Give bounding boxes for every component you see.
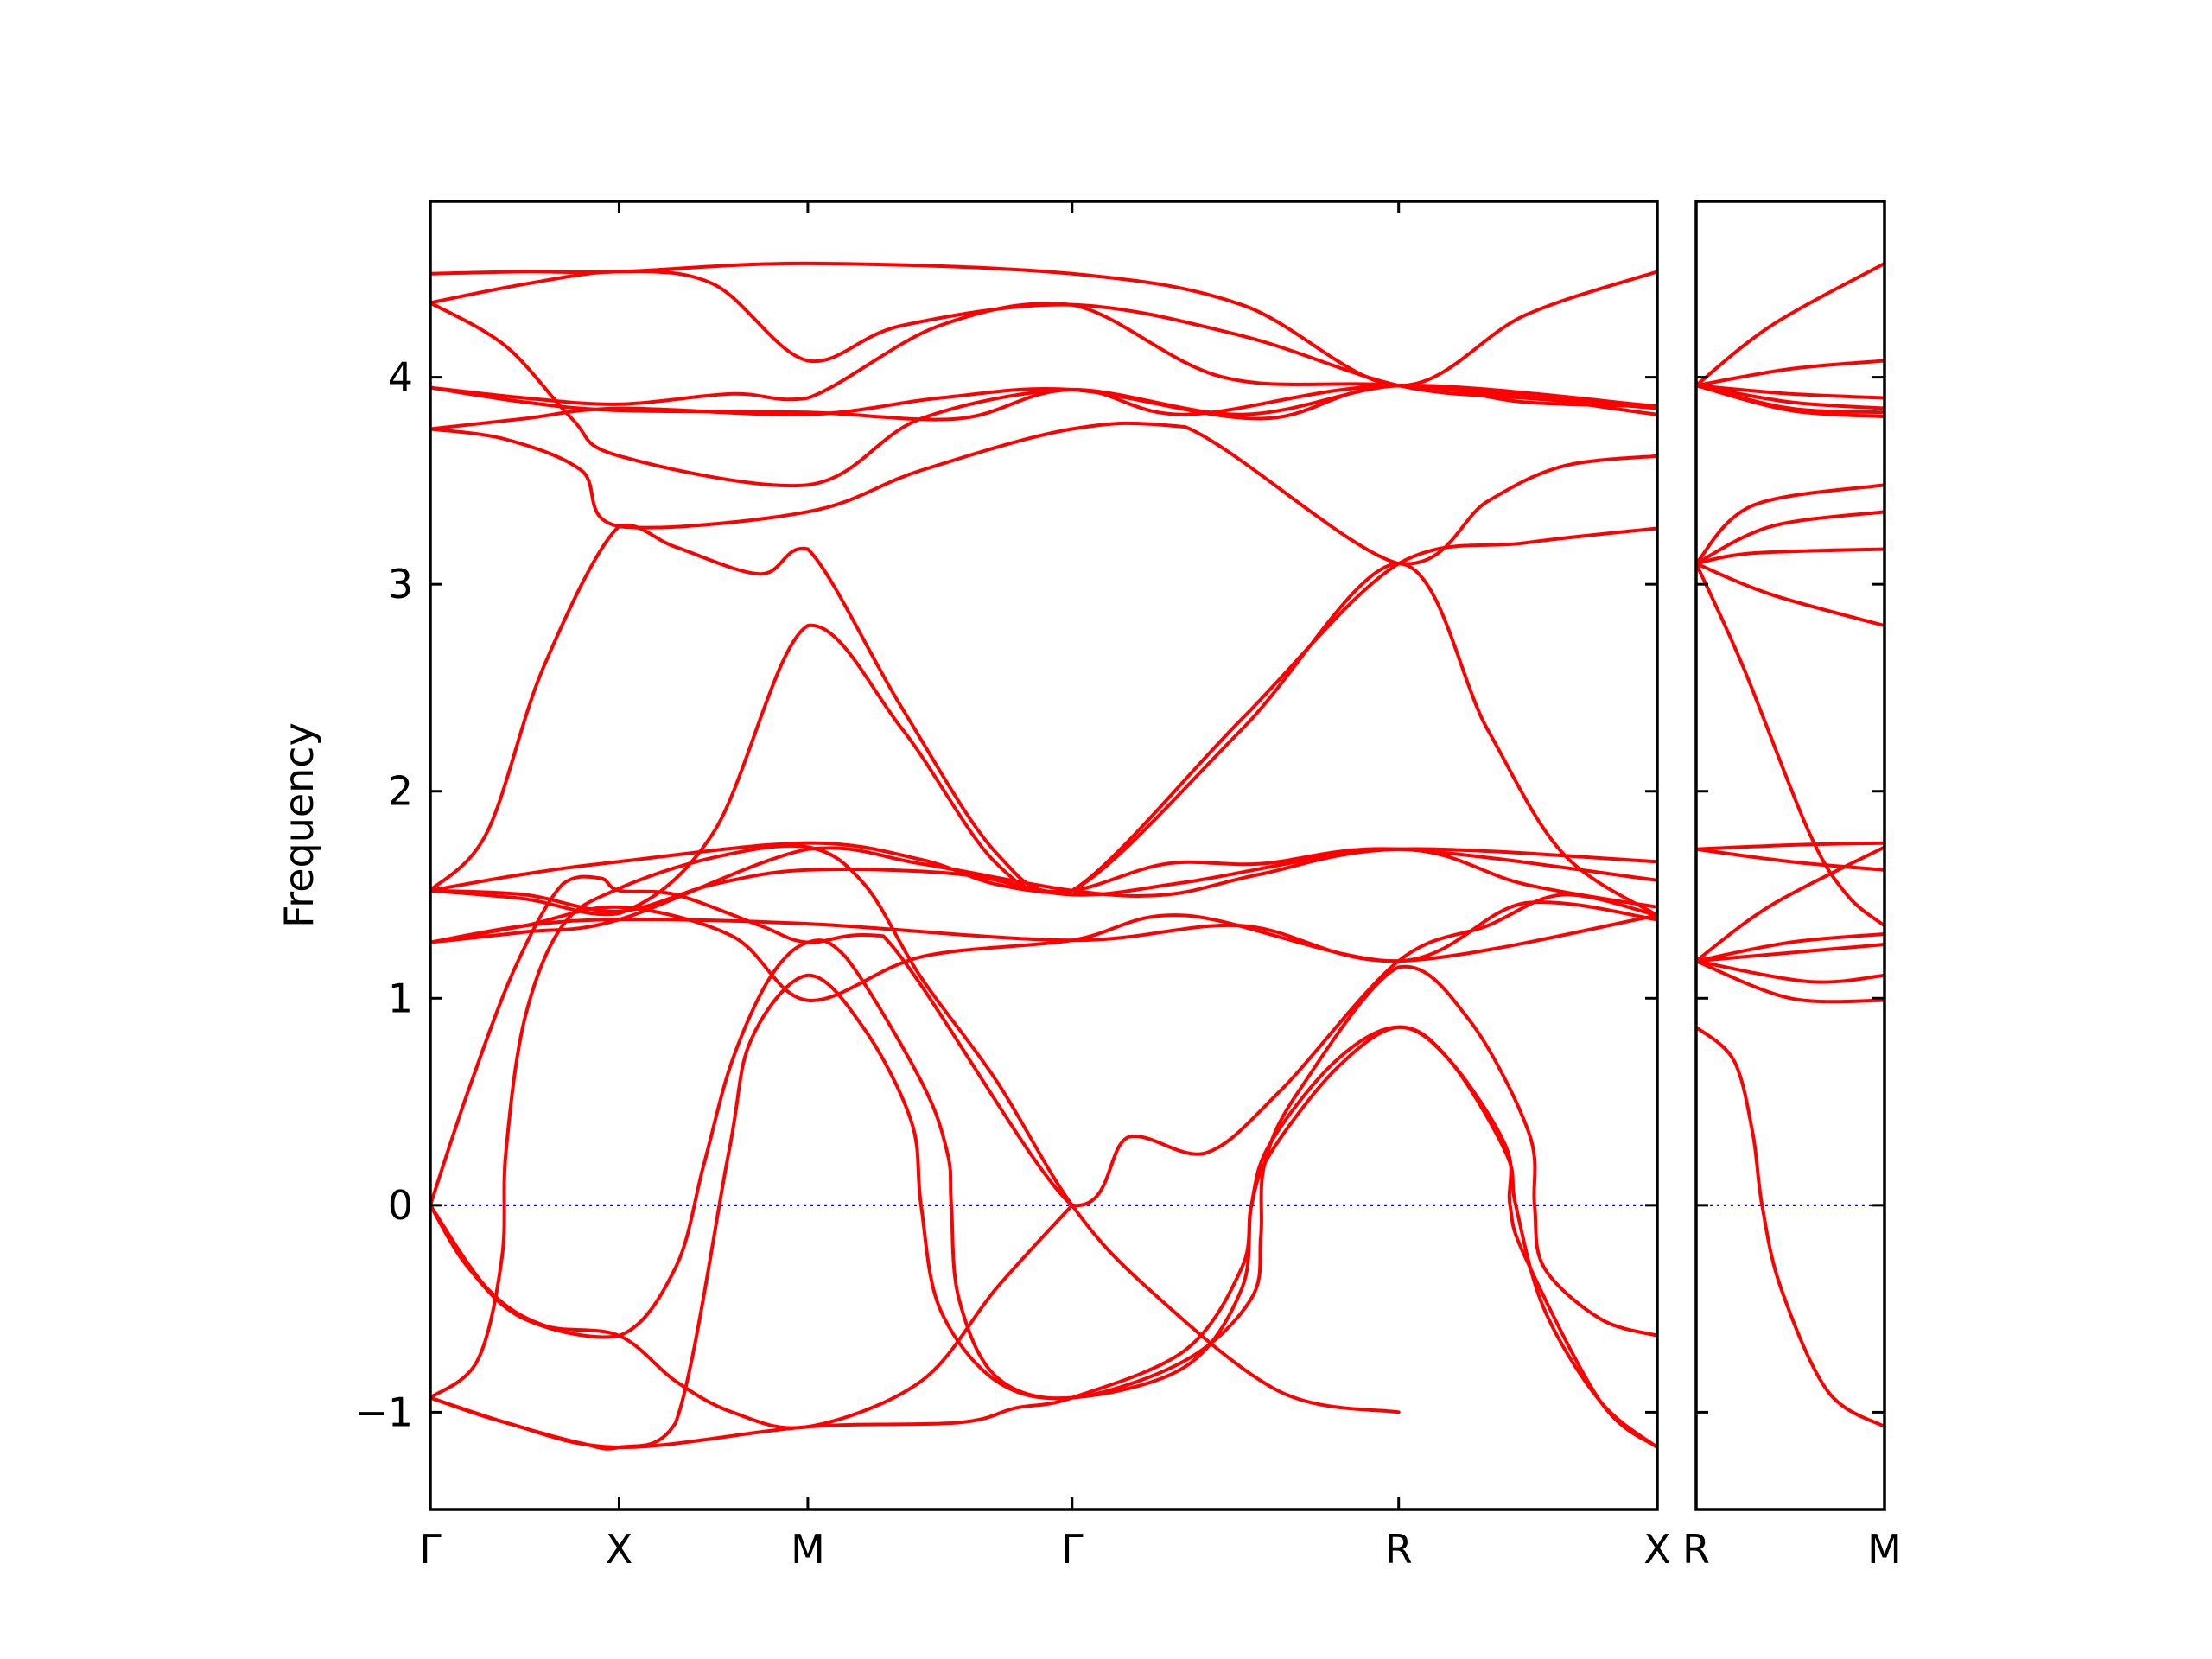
phonon-band-15 bbox=[430, 874, 1657, 1207]
phonon-band-7 bbox=[1696, 483, 1885, 566]
phonon-band-18 bbox=[430, 973, 1657, 1451]
phonon-band-11 bbox=[430, 841, 1657, 894]
phonon-band-17 bbox=[1696, 959, 1885, 984]
y-tick-label: 2 bbox=[388, 768, 413, 815]
phonon-band-12 bbox=[430, 847, 1657, 913]
phonon-band-20 bbox=[430, 1203, 1074, 1430]
right-panel-frame bbox=[1694, 200, 1886, 1511]
phonon-band-15 bbox=[1696, 932, 1885, 963]
x-tick-label: R bbox=[1385, 1526, 1413, 1573]
x-tick-label: M bbox=[791, 1526, 825, 1573]
phonon-band-16 bbox=[430, 938, 1657, 1401]
y-axis-label: Frequency bbox=[276, 722, 322, 928]
phonon-band-13 bbox=[430, 900, 1657, 1002]
phonon-band-7 bbox=[430, 421, 1657, 566]
phonon-band-6 bbox=[430, 384, 1657, 431]
right-panel-plot-area bbox=[1696, 261, 1885, 1429]
phonon-band-3 bbox=[1696, 384, 1885, 400]
phonon-band-11 bbox=[1696, 562, 1885, 928]
x-tick-label: X bbox=[1643, 1526, 1671, 1573]
phonon-band-10 bbox=[1696, 562, 1885, 628]
phonon-band-2 bbox=[430, 270, 1657, 409]
phonon-band-13 bbox=[1696, 847, 1885, 872]
y-tick-label: −1 bbox=[354, 1389, 413, 1435]
y-tick-label: 0 bbox=[388, 1182, 413, 1229]
phonon-band-9 bbox=[1696, 547, 1885, 566]
phonon-band-19 bbox=[430, 1025, 1657, 1450]
phonon-band-2 bbox=[1696, 359, 1885, 388]
phonon-band-1 bbox=[1696, 261, 1885, 388]
phonon-band-6 bbox=[1696, 384, 1885, 419]
y-tick-label: 1 bbox=[388, 975, 413, 1021]
phonon-band-14 bbox=[1696, 845, 1885, 963]
y-tick-label: 3 bbox=[388, 561, 413, 607]
phonon-band-16 bbox=[1696, 943, 1885, 963]
phonon-band-12 bbox=[1696, 841, 1885, 851]
phonon-band-17 bbox=[430, 843, 1401, 1414]
phonon-band-8 bbox=[430, 524, 1657, 918]
phonon-band-18 bbox=[1696, 959, 1885, 1004]
x-tick-label: Γ bbox=[1061, 1526, 1084, 1573]
phonon-band-1 bbox=[430, 261, 1657, 388]
y-axis: −1 0 1 2 3 4 bbox=[354, 354, 413, 1436]
y-tick-label: 4 bbox=[388, 354, 413, 401]
x-tick-label: Γ bbox=[419, 1526, 442, 1573]
x-tick-label: R bbox=[1682, 1526, 1710, 1573]
phonon-band-19 bbox=[1696, 1025, 1885, 1429]
phonon-band-8 bbox=[1696, 510, 1885, 566]
phonon-band-4 bbox=[430, 302, 1657, 410]
x-tick-label: M bbox=[1867, 1526, 1902, 1573]
left-panel-frame bbox=[429, 200, 1659, 1511]
x-tick-label: X bbox=[606, 1526, 633, 1573]
left-panel-plot-area bbox=[430, 261, 1657, 1451]
